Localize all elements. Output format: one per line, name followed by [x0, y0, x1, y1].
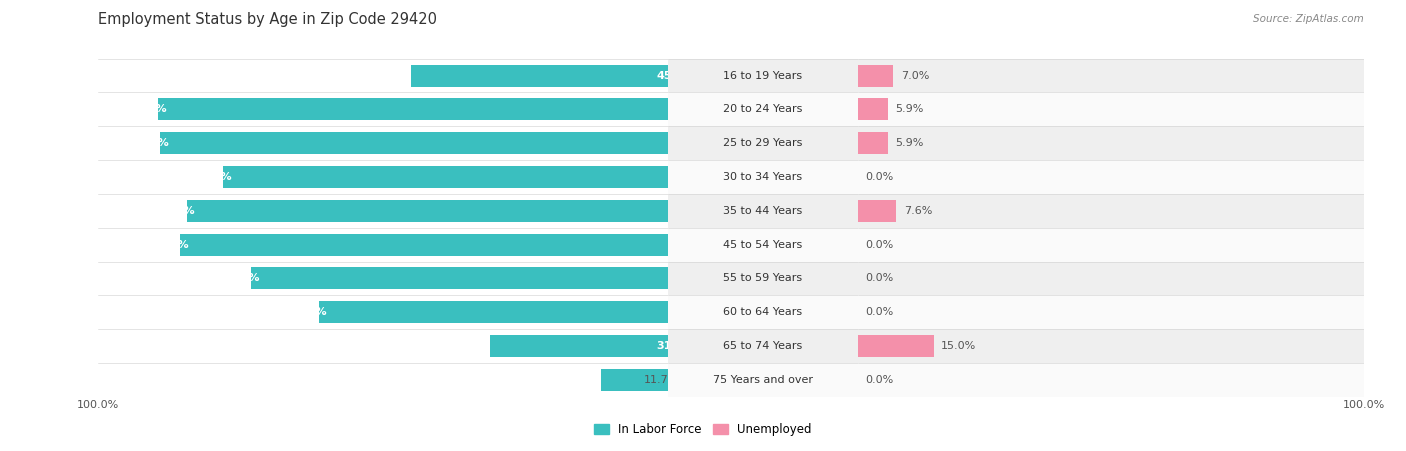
- Text: 7.6%: 7.6%: [904, 206, 932, 216]
- Bar: [668, 228, 1237, 262]
- Text: 25 to 29 Years: 25 to 29 Years: [723, 138, 803, 148]
- Bar: [668, 194, 858, 228]
- Text: 85.6%: 85.6%: [150, 239, 188, 250]
- Text: 84.5%: 84.5%: [156, 206, 195, 216]
- Text: 11.7%: 11.7%: [644, 375, 679, 385]
- Bar: [858, 194, 1364, 228]
- Bar: [858, 160, 1364, 194]
- Bar: [858, 335, 934, 357]
- Text: 45 to 54 Years: 45 to 54 Years: [723, 239, 803, 250]
- Bar: [602, 369, 668, 391]
- Bar: [668, 92, 1237, 126]
- Text: 35 to 44 Years: 35 to 44 Years: [723, 206, 803, 216]
- Bar: [668, 126, 858, 160]
- Bar: [668, 59, 858, 92]
- Text: 5.9%: 5.9%: [896, 104, 924, 115]
- Bar: [668, 160, 1237, 194]
- Text: 73.2%: 73.2%: [221, 273, 260, 284]
- Bar: [668, 329, 1237, 363]
- Text: 0.0%: 0.0%: [865, 239, 893, 250]
- Text: 7.0%: 7.0%: [901, 70, 929, 81]
- Bar: [491, 335, 668, 357]
- Bar: [858, 132, 887, 154]
- Text: 0.0%: 0.0%: [865, 172, 893, 182]
- Bar: [668, 194, 1237, 228]
- Bar: [668, 59, 1237, 92]
- Text: 75 Years and over: 75 Years and over: [713, 375, 813, 385]
- Bar: [668, 363, 858, 397]
- Text: 16 to 19 Years: 16 to 19 Years: [723, 70, 803, 81]
- Text: 5.9%: 5.9%: [896, 138, 924, 148]
- Bar: [411, 64, 668, 87]
- Bar: [668, 92, 858, 126]
- Text: 20 to 24 Years: 20 to 24 Years: [723, 104, 803, 115]
- Bar: [160, 132, 668, 154]
- Bar: [319, 301, 668, 323]
- Text: 31.2%: 31.2%: [657, 341, 695, 351]
- Text: 89.5%: 89.5%: [128, 104, 167, 115]
- Text: 0.0%: 0.0%: [865, 307, 893, 318]
- Bar: [668, 228, 858, 262]
- Text: Employment Status by Age in Zip Code 29420: Employment Status by Age in Zip Code 294…: [98, 12, 437, 27]
- Text: 61.3%: 61.3%: [288, 307, 328, 318]
- Text: 65 to 74 Years: 65 to 74 Years: [723, 341, 803, 351]
- Text: 30 to 34 Years: 30 to 34 Years: [723, 172, 803, 182]
- Text: 60 to 64 Years: 60 to 64 Years: [723, 307, 803, 318]
- Bar: [180, 234, 668, 256]
- Bar: [668, 160, 858, 194]
- Bar: [858, 92, 1364, 126]
- Text: 55 to 59 Years: 55 to 59 Years: [723, 273, 803, 284]
- Bar: [858, 200, 896, 222]
- Text: 78.1%: 78.1%: [193, 172, 232, 182]
- Bar: [858, 98, 887, 120]
- Legend: In Labor Force, Unemployed: In Labor Force, Unemployed: [589, 418, 817, 441]
- Text: Source: ZipAtlas.com: Source: ZipAtlas.com: [1253, 14, 1364, 23]
- Bar: [224, 166, 668, 188]
- Bar: [858, 228, 1364, 262]
- Text: 15.0%: 15.0%: [941, 341, 976, 351]
- Bar: [668, 329, 858, 363]
- Text: 0.0%: 0.0%: [865, 273, 893, 284]
- Text: 45.1%: 45.1%: [657, 70, 695, 81]
- Bar: [668, 262, 858, 295]
- Bar: [668, 262, 1237, 295]
- Bar: [159, 98, 668, 120]
- Bar: [858, 59, 1364, 92]
- Text: 89.1%: 89.1%: [131, 138, 169, 148]
- Bar: [858, 329, 1364, 363]
- Bar: [858, 262, 1364, 295]
- Bar: [858, 126, 1364, 160]
- Bar: [668, 126, 1237, 160]
- Bar: [252, 267, 668, 290]
- Bar: [858, 64, 893, 87]
- Bar: [668, 295, 858, 329]
- Bar: [187, 200, 668, 222]
- Text: 0.0%: 0.0%: [865, 375, 893, 385]
- Bar: [668, 295, 1237, 329]
- Bar: [858, 363, 1364, 397]
- Bar: [668, 363, 1237, 397]
- Bar: [858, 295, 1364, 329]
